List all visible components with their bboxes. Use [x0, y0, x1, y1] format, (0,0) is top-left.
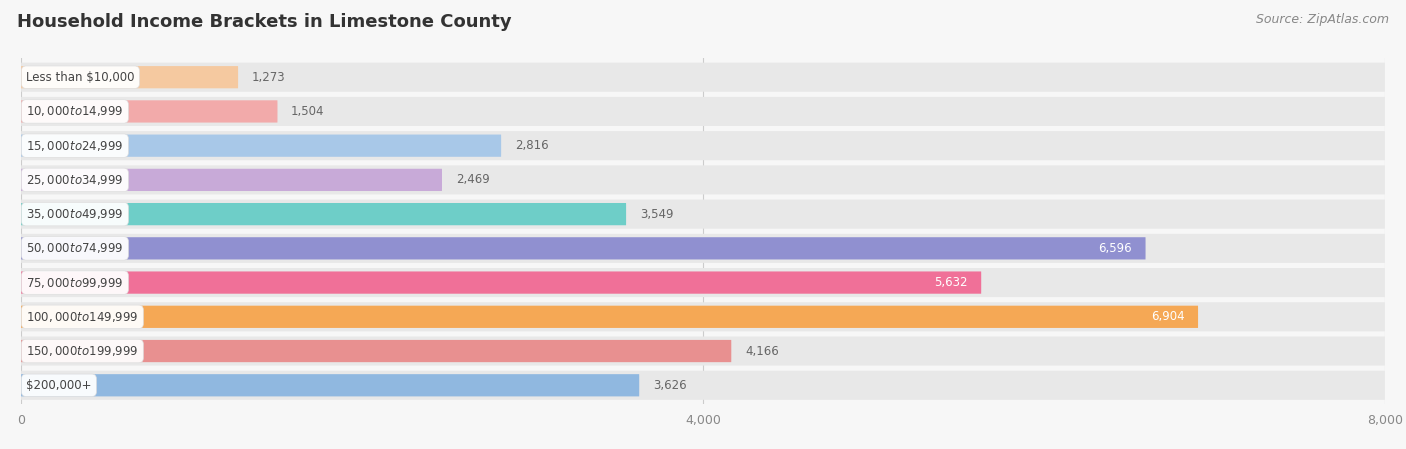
Text: 3,549: 3,549 [640, 207, 673, 220]
Text: 2,469: 2,469 [456, 173, 489, 186]
Text: 2,816: 2,816 [515, 139, 548, 152]
Text: $150,000 to $199,999: $150,000 to $199,999 [27, 344, 139, 358]
FancyBboxPatch shape [21, 302, 1385, 331]
Text: 1,273: 1,273 [252, 70, 285, 84]
Text: 4,166: 4,166 [745, 344, 779, 357]
FancyBboxPatch shape [21, 272, 981, 294]
FancyBboxPatch shape [21, 100, 277, 123]
FancyBboxPatch shape [21, 66, 238, 88]
FancyBboxPatch shape [21, 131, 1385, 160]
Text: $50,000 to $74,999: $50,000 to $74,999 [27, 242, 124, 255]
Text: $25,000 to $34,999: $25,000 to $34,999 [27, 173, 124, 187]
Text: $10,000 to $14,999: $10,000 to $14,999 [27, 105, 124, 119]
FancyBboxPatch shape [21, 169, 441, 191]
Text: 5,632: 5,632 [934, 276, 967, 289]
Text: $35,000 to $49,999: $35,000 to $49,999 [27, 207, 124, 221]
Text: $15,000 to $24,999: $15,000 to $24,999 [27, 139, 124, 153]
FancyBboxPatch shape [21, 371, 1385, 400]
Text: $200,000+: $200,000+ [27, 379, 91, 392]
Text: 3,626: 3,626 [652, 379, 686, 392]
FancyBboxPatch shape [21, 165, 1385, 194]
FancyBboxPatch shape [21, 97, 1385, 126]
FancyBboxPatch shape [21, 268, 1385, 297]
Text: 1,504: 1,504 [291, 105, 325, 118]
FancyBboxPatch shape [21, 374, 640, 396]
FancyBboxPatch shape [21, 203, 626, 225]
Text: Source: ZipAtlas.com: Source: ZipAtlas.com [1256, 13, 1389, 26]
FancyBboxPatch shape [21, 234, 1385, 263]
FancyBboxPatch shape [21, 135, 501, 157]
Text: $100,000 to $149,999: $100,000 to $149,999 [27, 310, 139, 324]
FancyBboxPatch shape [21, 340, 731, 362]
FancyBboxPatch shape [21, 199, 1385, 229]
Text: 6,596: 6,596 [1098, 242, 1132, 255]
FancyBboxPatch shape [21, 237, 1146, 260]
Text: 6,904: 6,904 [1150, 310, 1184, 323]
FancyBboxPatch shape [21, 63, 1385, 92]
Text: Less than $10,000: Less than $10,000 [27, 70, 135, 84]
FancyBboxPatch shape [21, 336, 1385, 365]
FancyBboxPatch shape [21, 306, 1198, 328]
Text: Household Income Brackets in Limestone County: Household Income Brackets in Limestone C… [17, 13, 512, 31]
Text: $75,000 to $99,999: $75,000 to $99,999 [27, 276, 124, 290]
